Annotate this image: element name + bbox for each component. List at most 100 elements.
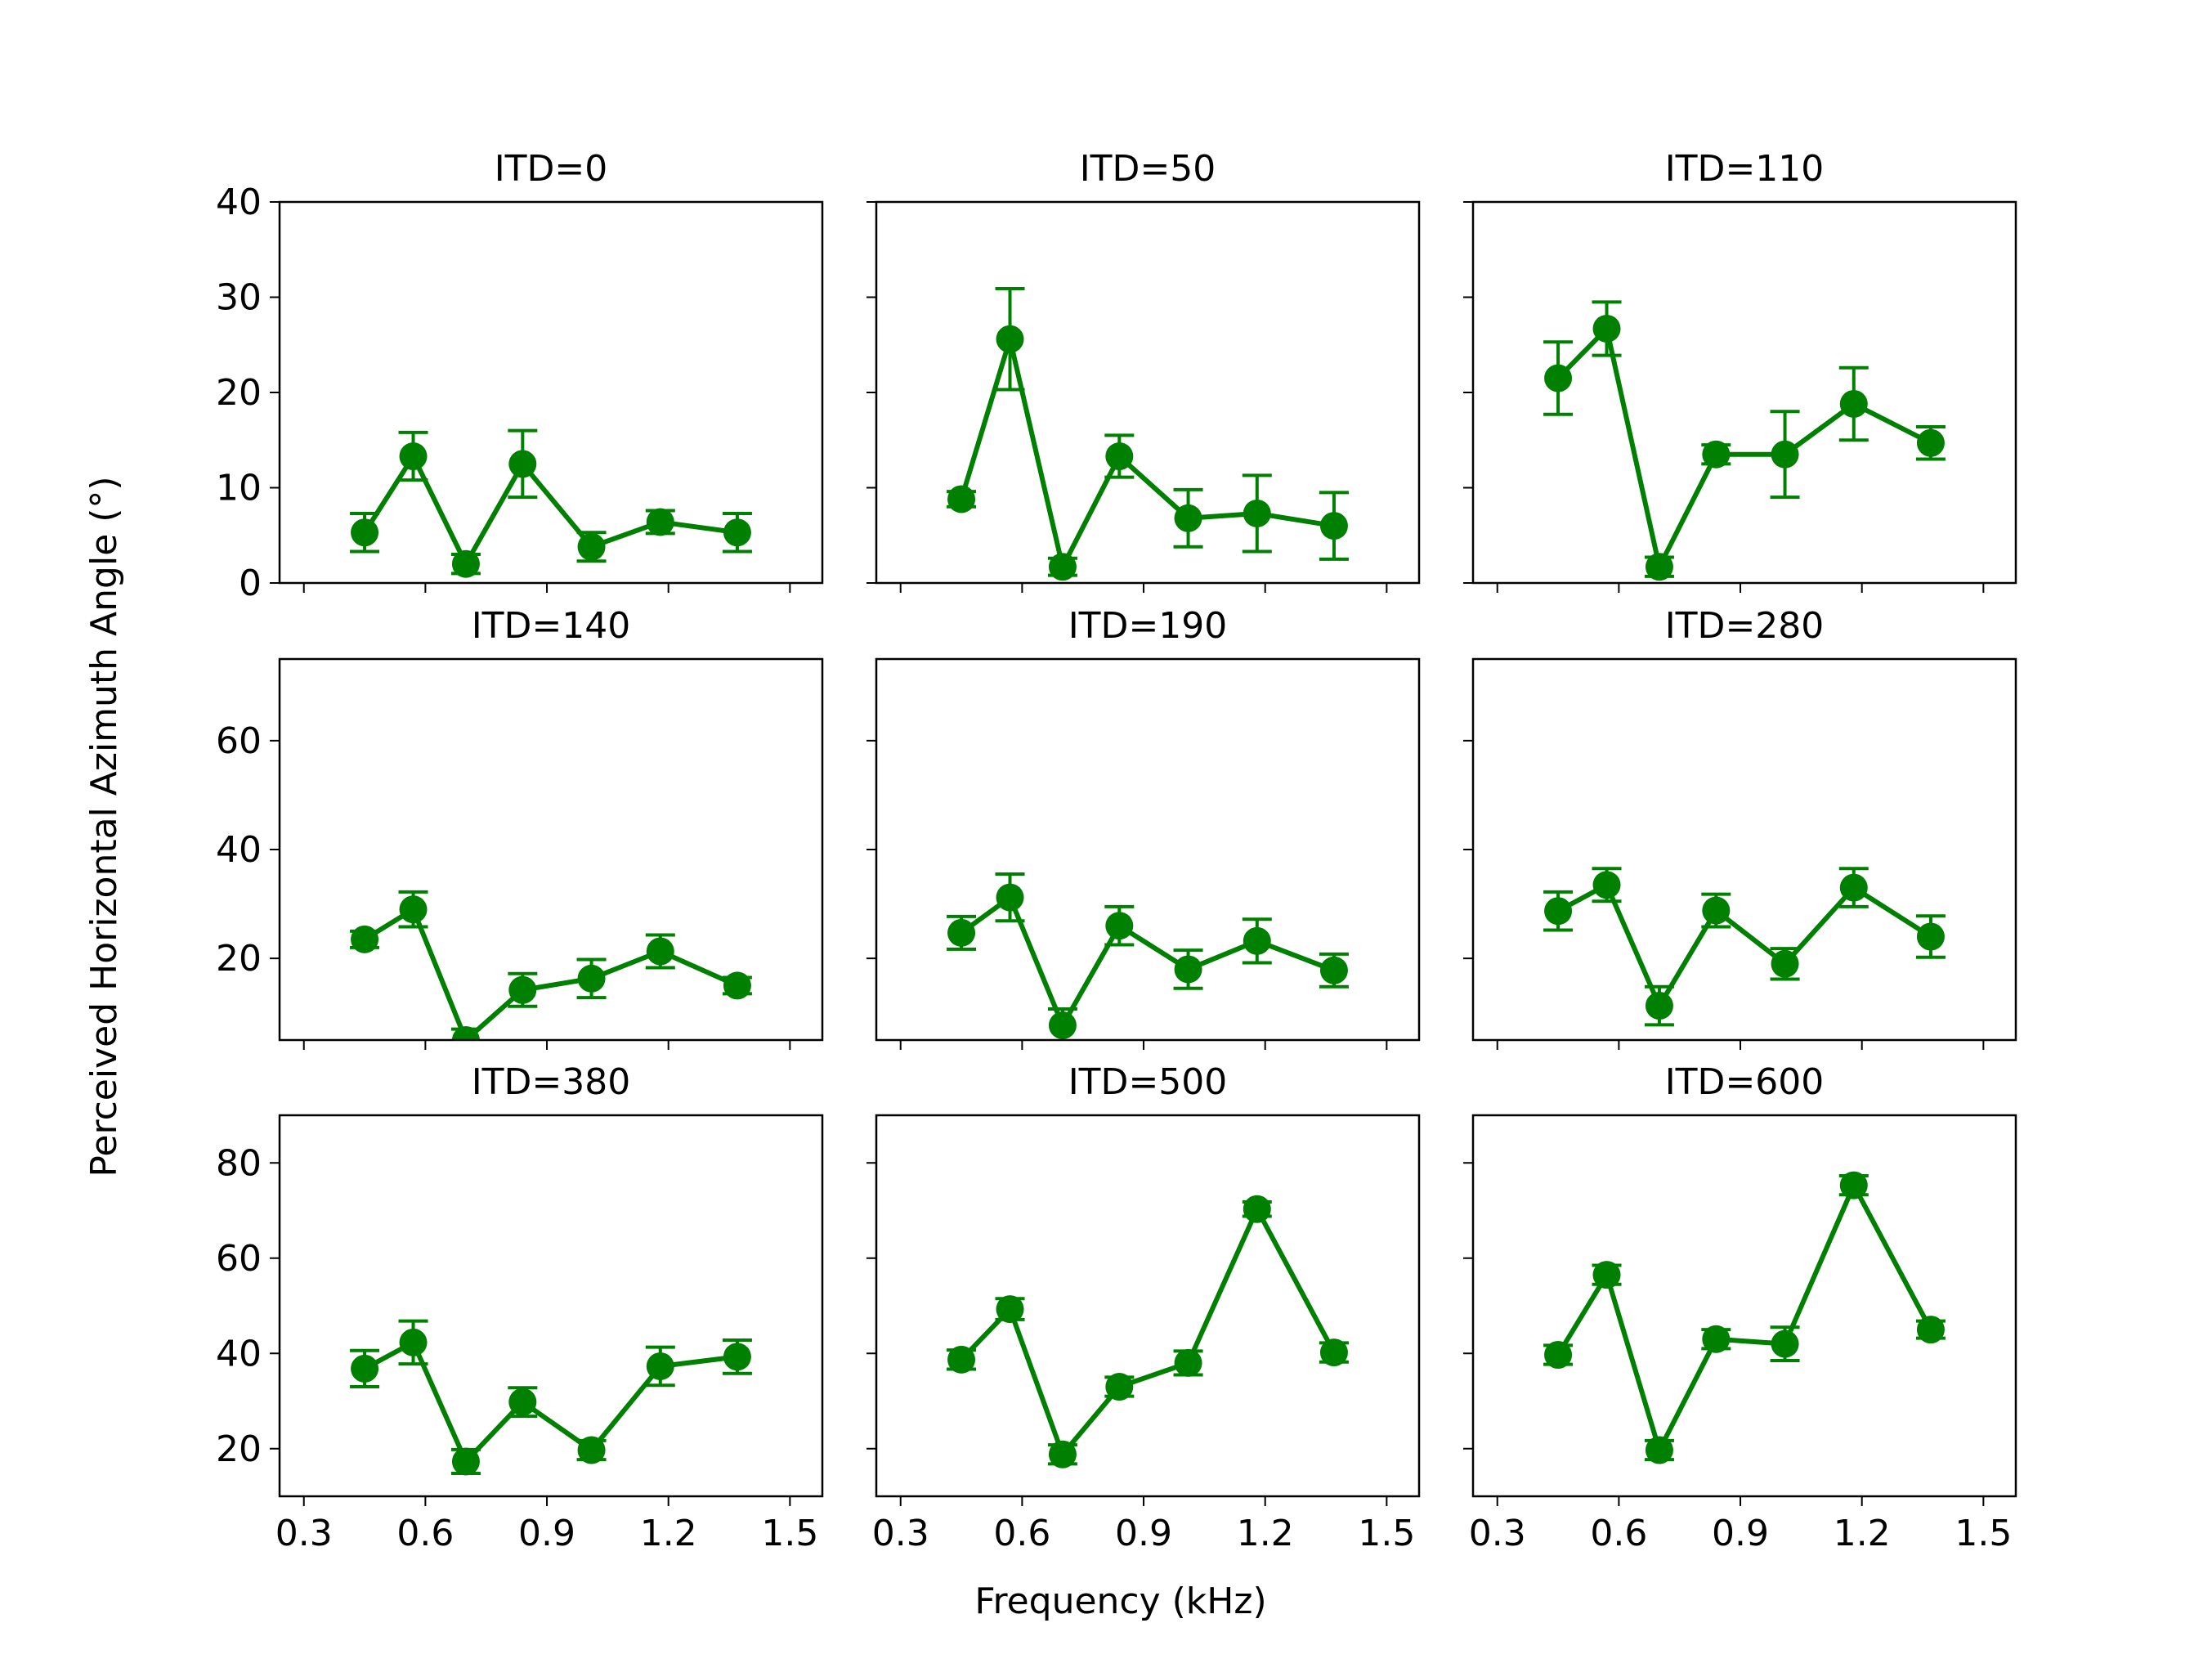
data-point [451,1026,480,1040]
data-point [577,964,606,993]
x-tick-label: 0.9 [518,1513,575,1554]
data-point [1839,873,1868,902]
y-tick-label: 40 [216,182,262,223]
series-line [959,1206,1337,1457]
data-point [996,883,1024,912]
subplot-title: ITD=50 [1080,148,1216,190]
series-line [1556,1182,1933,1453]
data-point [1319,1338,1348,1367]
data-point [1544,1340,1573,1369]
y-tick-label: 40 [216,829,262,871]
series-line [363,907,739,1040]
x-tick-label: 1.2 [640,1513,697,1554]
x-tick-label: 1.2 [1237,1513,1294,1554]
y-axis-label: Perceived Horizontal Azimuth Angle (°) [83,476,125,1177]
y-tick-label: 0 [239,563,262,604]
subplot: ITD=0 0 10 20 30 40 [216,148,824,604]
series-group [1543,867,1946,1027]
y-tick-label: 10 [216,468,262,509]
subplot-title: ITD=500 [1068,1061,1228,1103]
subplot-title: ITD=140 [472,605,631,647]
y-tick-label: 40 [216,1333,262,1374]
x-tick-label: 0.3 [872,1513,929,1554]
subplot: ITD=600 0.3 0.6 0.9 1.2 1.5 [1463,1061,2017,1554]
axes-frame [875,657,1421,1042]
subplot-title: ITD=600 [1665,1061,1825,1103]
data-point [1105,1373,1134,1401]
data-point [1916,922,1945,951]
data-point [1243,499,1271,527]
subplot-title: ITD=280 [1665,605,1825,647]
data-point [1771,440,1799,469]
series-group [947,872,1349,1040]
series-group [1543,300,1946,581]
x-tick-label: 1.5 [1955,1513,2012,1554]
data-point [1592,1261,1621,1289]
series-line [1556,325,1932,570]
data-point [1592,314,1621,343]
x-tick-label: 0.6 [1590,1513,1647,1554]
data-point [1174,504,1202,532]
data-point [947,1345,976,1374]
axes-frame [1471,1114,2017,1498]
data-point [1048,1011,1077,1040]
data-point [1544,897,1573,926]
series-group [947,1195,1349,1468]
data-point [646,937,674,966]
x-tick-label: 0.6 [396,1513,454,1554]
x-tick-label: 0.9 [1712,1513,1769,1554]
data-point [723,518,751,547]
axes-frame [278,1114,824,1498]
data-point [351,925,379,953]
subplot-title: ITD=0 [495,148,608,190]
series-line [1556,882,1932,1009]
axes-frame [278,657,824,1042]
data-point [996,1295,1024,1324]
axes-frame [278,200,824,585]
data-point [577,1436,606,1464]
axes-frame [1471,657,2017,1042]
data-point [947,918,976,947]
x-tick-label: 1.5 [1358,1513,1415,1554]
data-point [1105,442,1134,471]
data-point [508,1388,537,1416]
x-tick-label: 1.2 [1834,1513,1891,1554]
subplot: ITD=110 [1463,148,2017,593]
series-group [947,287,1349,581]
axes-frame [875,1114,1421,1498]
data-point [1771,1329,1799,1358]
data-point [1839,1171,1868,1199]
data-point [508,975,537,1004]
data-point [399,442,428,471]
x-tick-label: 0.6 [993,1513,1050,1554]
data-point [1839,389,1868,418]
x-tick-label: 0.3 [1469,1513,1526,1554]
subplot: ITD=280 [1463,605,2017,1050]
data-point [399,1328,428,1356]
data-point [947,485,976,513]
data-point [1916,428,1945,457]
x-axis-label: Frequency (kHz) [974,1581,1266,1622]
data-point [1319,512,1348,540]
series-line [959,336,1335,570]
data-point [646,1352,674,1380]
data-point [1645,1436,1673,1464]
subplot-title: ITD=190 [1068,605,1228,647]
series-group [350,428,752,578]
y-tick-label: 60 [216,1238,262,1280]
data-point [577,532,606,561]
data-point [1544,364,1573,392]
data-point [1702,440,1731,469]
x-tick-label: 1.5 [761,1513,818,1554]
data-point [1174,1348,1202,1377]
axes-frame [875,200,1421,585]
data-point [351,518,379,547]
data-point [1105,912,1134,940]
data-point [1645,992,1673,1020]
data-point [996,325,1024,353]
data-point [723,971,751,1000]
data-point [1174,955,1202,984]
data-point [1771,949,1799,978]
data-point [1243,1195,1271,1223]
data-point [1702,1325,1731,1353]
